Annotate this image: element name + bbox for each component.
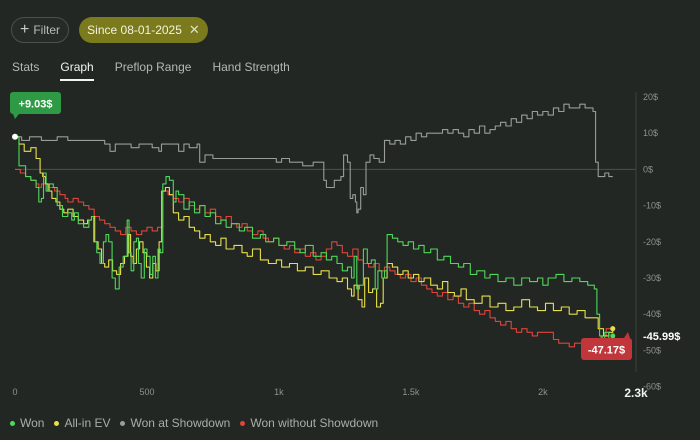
y-tick-label: -20$ (643, 237, 661, 247)
series-end-point-allin (610, 326, 616, 332)
x-tick-label: 1k (274, 387, 284, 397)
tab-stats[interactable]: Stats (12, 60, 40, 74)
legend-dot-won (10, 420, 15, 426)
end-badge-pointer (624, 332, 630, 338)
legend-label-showdown: Won at Showdown (130, 416, 231, 430)
y-tick-label: -40$ (643, 309, 661, 319)
x-tick-label: 2.3k (624, 386, 648, 400)
y-tick-label: 20$ (643, 92, 658, 102)
y-tick-label: -10$ (643, 201, 661, 211)
legend-item-showdown[interactable]: Won at Showdown (120, 416, 230, 430)
series-line-allin (15, 136, 614, 337)
end-value-label-no-showdown: -47.17$ (588, 345, 625, 357)
tab-bar: Stats Graph Preflop Range Hand Strength (12, 60, 311, 81)
y-tick-label: 0$ (643, 164, 653, 174)
start-value-label: +9.03$ (19, 99, 53, 111)
series-end-point-won (610, 333, 616, 339)
legend-label-allin-ev: All-in EV (64, 416, 111, 430)
filter-button[interactable]: + Filter (11, 17, 69, 43)
series-line-showdown (15, 103, 613, 214)
legend-label-won: Won (20, 416, 45, 430)
tab-hand-strength[interactable]: Hand Strength (212, 60, 290, 74)
x-tick-label: 0 (12, 387, 17, 397)
close-icon[interactable]: ✕ (188, 22, 200, 37)
start-value-badge (10, 92, 61, 114)
x-tick-label: 500 (139, 387, 154, 397)
end-value-badge (581, 338, 632, 360)
plus-icon: + (19, 21, 30, 38)
y-tick-label: -50$ (643, 345, 661, 355)
x-tick-label: 2k (538, 387, 548, 397)
legend-item-won[interactable]: Won (10, 416, 44, 430)
tab-preflop-range[interactable]: Preflop Range (114, 60, 192, 74)
start-badge-pointer (13, 114, 19, 119)
y-tick-label: 10$ (643, 128, 658, 138)
date-filter-label: Since 08-01-2025 (87, 23, 182, 37)
legend-label-no-showdown: Won without Showdown (250, 416, 379, 430)
legend-dot-allin-ev (54, 420, 60, 426)
legend-item-no-showdown[interactable]: Won without Showdown (240, 416, 378, 430)
end-value-label-won: -45.99$ (643, 331, 680, 343)
tab-graph[interactable]: Graph (60, 60, 94, 81)
x-tick-label: 1.5k (402, 387, 420, 397)
legend-item-allin-ev[interactable]: All-in EV (54, 416, 110, 430)
series-line-won (15, 136, 614, 344)
chart-legend: Won All-in EV Won at Showdown Won withou… (10, 416, 388, 430)
legend-dot-no-showdown (240, 420, 246, 426)
legend-dot-showdown (120, 420, 126, 426)
start-point (12, 133, 18, 140)
filter-label: Filter (33, 23, 60, 37)
date-filter-chip[interactable]: Since 08-01-2025 ✕ (79, 17, 208, 43)
y-tick-label: -60$ (643, 382, 661, 392)
y-tick-label: -30$ (643, 273, 661, 283)
series-line-noshowdown (15, 168, 613, 348)
